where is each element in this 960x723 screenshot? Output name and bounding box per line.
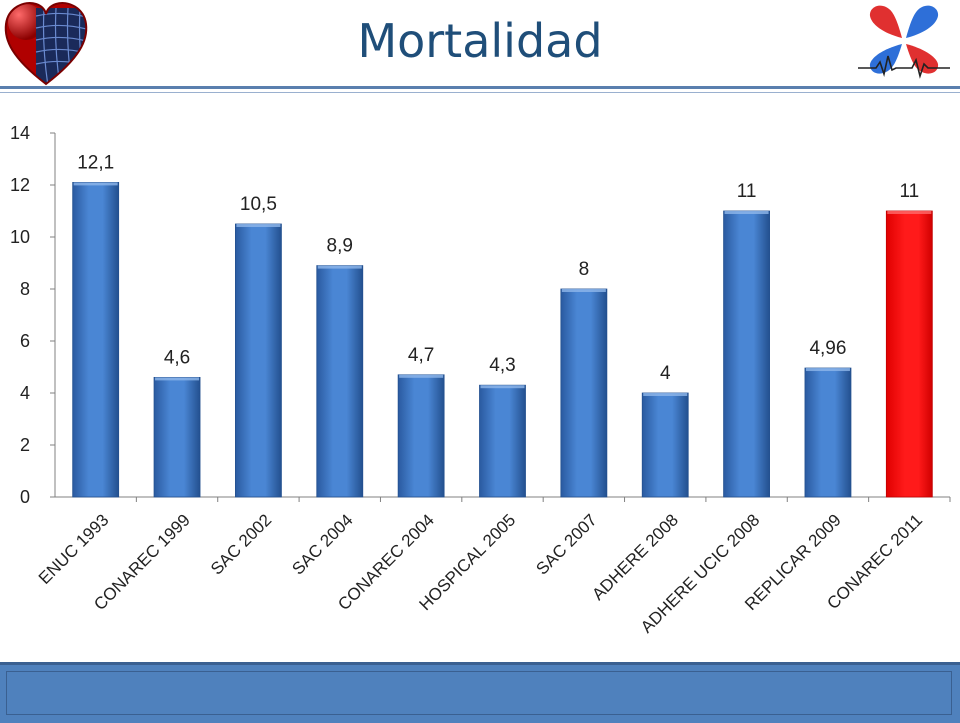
y-tick-label: 2 [20,435,30,455]
bar-3 [316,265,364,498]
bar-7 [641,392,689,498]
bar-cap-8 [724,211,769,214]
bar-cap-6 [561,289,606,292]
bar-2 [235,223,282,498]
y-tick-label: 12 [10,175,30,195]
data-label: 4,3 [489,355,515,376]
data-label: 4,6 [164,347,190,368]
bar-cap-1 [155,377,200,381]
heart-ecg-icon [858,5,950,79]
bar-9 [804,367,852,498]
x-tick-label: ADHERE 2008 [588,510,682,604]
y-tick-label: 14 [10,123,30,143]
data-label: 10,5 [240,194,277,215]
data-label: 11 [737,181,757,202]
data-label: 4,7 [408,345,434,366]
y-tick-label: 10 [10,227,30,247]
data-label: 4 [660,363,671,384]
data-label: 11 [899,181,919,202]
page-title: Mortalidad [357,14,603,68]
bar-cap-9 [805,368,850,372]
bar-8 [723,210,770,498]
footer-band [0,662,960,723]
bar-cap-0 [73,182,118,186]
bar-cap-2 [236,224,281,227]
bar-4 [397,374,445,498]
title-divider [0,86,960,89]
y-tick-label: 6 [20,331,30,351]
data-label: 12,1 [77,152,114,173]
y-tick-label: 4 [20,383,30,403]
bar-cap-7 [643,393,688,396]
bar-0 [72,182,120,498]
x-tick-label: SAC 2007 [532,510,600,578]
y-tick-label: 8 [20,279,30,299]
bar-1 [153,376,201,498]
data-label: 4,96 [809,338,846,359]
bar-chart: 0 2 4 6 8 10 12 14 12,1 4,6 10,5 8,9 4,7 4,3 8 4 11 4,96… [10,123,951,637]
data-label: 8 [579,259,590,280]
footer-panel [6,671,952,715]
bar-cap-4 [399,374,444,378]
x-tick-label: SAC 2002 [207,510,275,578]
bar-cap-3 [317,265,362,269]
bar-cap-10 [887,211,932,214]
bar-6 [560,288,608,498]
data-label: 8,9 [327,236,353,257]
bar-10 [885,210,933,498]
globe-heart-icon [4,2,88,86]
x-tick-label: ENUC 1993 [35,510,113,588]
x-tick-label: SAC 2004 [288,510,356,578]
title-divider-thin [0,92,960,93]
bar-5 [479,384,526,498]
y-tick-label: 0 [20,487,30,507]
bar-cap-5 [480,385,525,389]
